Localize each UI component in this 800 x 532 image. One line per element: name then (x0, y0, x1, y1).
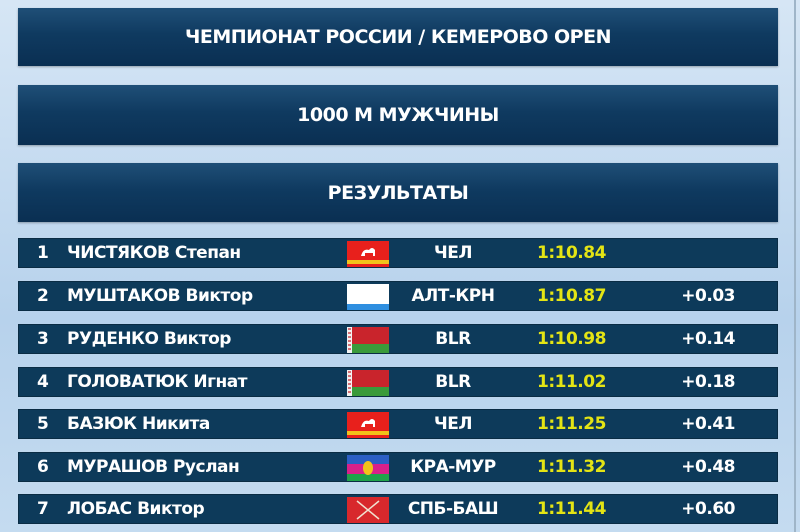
finish-time: 1:11.32 (537, 457, 606, 477)
result-row: 1 ЧИСТЯКОВ Степан ЧЕЛ 1:10.84 (18, 238, 778, 268)
finish-time: 1:11.25 (537, 414, 606, 434)
finish-time: 1:10.84 (537, 243, 606, 263)
athlete-name: МУРАШОВ Руслан (67, 457, 240, 477)
athlete-name: ЛОБАС Виктор (67, 499, 205, 519)
finish-time: 1:11.44 (537, 499, 606, 519)
athlete-name: РУДЕНКО Виктор (67, 329, 231, 349)
athlete-name: ГОЛОВАТЮК Игнат (67, 372, 248, 392)
team-code: BLR (435, 372, 471, 392)
team-code: КРА-МУР (410, 457, 496, 477)
team-code: ЧЕЛ (434, 414, 472, 434)
team-code: АЛТ-КРН (411, 286, 495, 306)
result-row: 3 РУДЕНКО Виктор BLR 1:10.98 +0.14 (18, 324, 778, 354)
section-title: РЕЗУЛЬТАТЫ (18, 163, 778, 222)
finish-time: 1:10.87 (537, 286, 606, 306)
time-gap: +0.60 (681, 499, 735, 519)
rank: 3 (37, 329, 49, 349)
finish-time: 1:11.02 (537, 372, 606, 392)
time-gap: +0.14 (681, 329, 735, 349)
team-code: СПБ-БАШ (407, 499, 499, 519)
result-row: 5 БАЗЮК Никита ЧЕЛ 1:11.25 +0.41 (18, 409, 778, 439)
result-row: 2 МУШТАКОВ Виктор АЛТ-КРН 1:10.87 +0.03 (18, 281, 778, 311)
result-row: 6 МУРАШОВ Руслан КРА-МУР 1:11.32 +0.48 (18, 452, 778, 482)
team-code: BLR (435, 329, 471, 349)
athlete-name: БАЗЮК Никита (67, 414, 210, 434)
rank: 2 (37, 286, 49, 306)
time-gap: +0.41 (681, 414, 735, 434)
event-title: 1000 М МУЖЧИНЫ (18, 85, 778, 145)
title-text: ЧЕМПИОНАТ РОССИИ / КЕМЕРОВО OPEN (185, 26, 612, 48)
team-code: ЧЕЛ (434, 243, 472, 263)
athlete-name: МУШТАКОВ Виктор (67, 286, 253, 306)
time-gap: +0.48 (681, 457, 735, 477)
rank: 5 (37, 414, 49, 434)
frame-edge (794, 0, 796, 532)
athlete-name: ЧИСТЯКОВ Степан (67, 243, 241, 263)
rank: 4 (37, 372, 49, 392)
finish-time: 1:10.98 (537, 329, 606, 349)
result-row: 4 ГОЛОВАТЮК Игнат BLR 1:11.02 +0.18 (18, 367, 778, 397)
result-row: 7 ЛОБАС Виктор СПБ-БАШ 1:11.44 +0.60 (18, 494, 778, 524)
section-text: РЕЗУЛЬТАТЫ (327, 181, 469, 204)
event-text: 1000 М МУЖЧИНЫ (297, 104, 499, 126)
championship-title: ЧЕМПИОНАТ РОССИИ / КЕМЕРОВО OPEN (18, 8, 778, 66)
rank: 6 (37, 457, 49, 477)
time-gap: +0.03 (681, 286, 735, 306)
time-gap: +0.18 (681, 372, 735, 392)
rank: 7 (37, 499, 49, 519)
rank: 1 (37, 243, 49, 263)
